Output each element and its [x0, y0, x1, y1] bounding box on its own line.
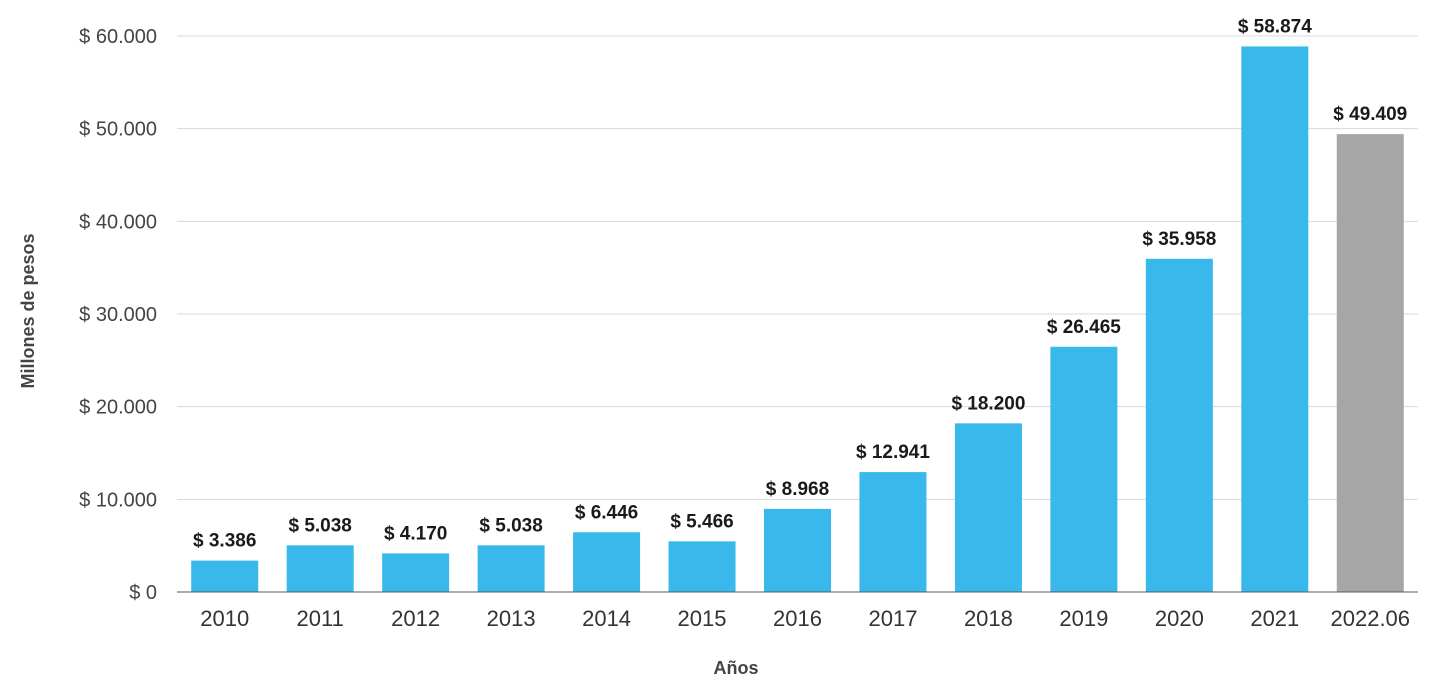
bar: [1241, 46, 1309, 592]
y-tick-label: $ 30.000: [79, 304, 157, 326]
data-label: $ 5.038: [288, 515, 351, 536]
x-tick-label: 2012: [391, 606, 440, 631]
bar: [477, 545, 545, 592]
data-label: $ 5.466: [670, 511, 733, 532]
x-tick-label: 2010: [200, 606, 249, 631]
x-tick-label: 2018: [964, 606, 1013, 631]
x-tick-label: 2017: [868, 606, 917, 631]
bars: [191, 46, 1404, 593]
y-tick-label: $ 60.000: [79, 26, 157, 48]
bar: [573, 532, 641, 592]
bar: [764, 508, 831, 592]
x-tick-label: 2022.06: [1331, 606, 1411, 631]
data-label: $ 49.409: [1333, 104, 1407, 125]
x-tick-label: 2011: [297, 606, 344, 631]
bar: [859, 472, 927, 592]
x-axis-title: Años: [714, 658, 759, 678]
bar: [954, 423, 1022, 592]
y-tick-label: $ 10.000: [79, 489, 157, 511]
x-tick-label: 2015: [678, 606, 727, 631]
x-tick-label: 2021: [1250, 606, 1299, 631]
data-label: $ 26.465: [1047, 317, 1121, 338]
data-label: $ 18.200: [951, 393, 1025, 414]
bar: [382, 553, 450, 592]
gridlines: [177, 35, 1418, 500]
y-axis-title: Millones de pesos: [18, 233, 38, 388]
bar: [1050, 346, 1118, 592]
data-label: $ 3.386: [193, 531, 256, 552]
data-label: $ 58.874: [1238, 16, 1312, 37]
y-tick-label: $ 40.000: [79, 211, 157, 233]
bar: [668, 541, 736, 592]
y-tick-label: $ 50.000: [79, 119, 157, 141]
bar: [1336, 134, 1404, 593]
x-axis-ticks: 2010 2011 2012 2013 2014 2015 2016 2017 2018 2019…: [200, 606, 1410, 631]
x-tick-label: 2013: [487, 606, 536, 631]
bar: [286, 545, 354, 592]
x-tick-label: 2019: [1059, 606, 1108, 631]
data-label: $ 12.941: [856, 442, 930, 463]
data-label: $ 4.170: [384, 523, 447, 544]
y-tick-label: $ 0: [129, 582, 157, 604]
data-label: $ 6.446: [575, 502, 638, 523]
data-labels: $ 3.386 $ 5.038 $ 4.170 $ 5.038 $ 6.446 $ 5.4…: [193, 16, 1407, 551]
x-tick-label: 2016: [773, 606, 822, 631]
data-label: $ 8.968: [766, 479, 829, 500]
data-label: $ 5.038: [479, 515, 542, 536]
y-axis-ticks: $ 0 $ 10.000 $ 20.000 $ 30.000 $ 40.000 $ 50.…: [79, 26, 157, 604]
x-tick-label: 2014: [582, 606, 631, 631]
bar: [191, 560, 259, 592]
bar: [1145, 258, 1213, 592]
y-tick-label: $ 20.000: [79, 397, 157, 419]
data-label: $ 35.958: [1142, 229, 1216, 250]
x-tick-label: 2020: [1155, 606, 1204, 631]
